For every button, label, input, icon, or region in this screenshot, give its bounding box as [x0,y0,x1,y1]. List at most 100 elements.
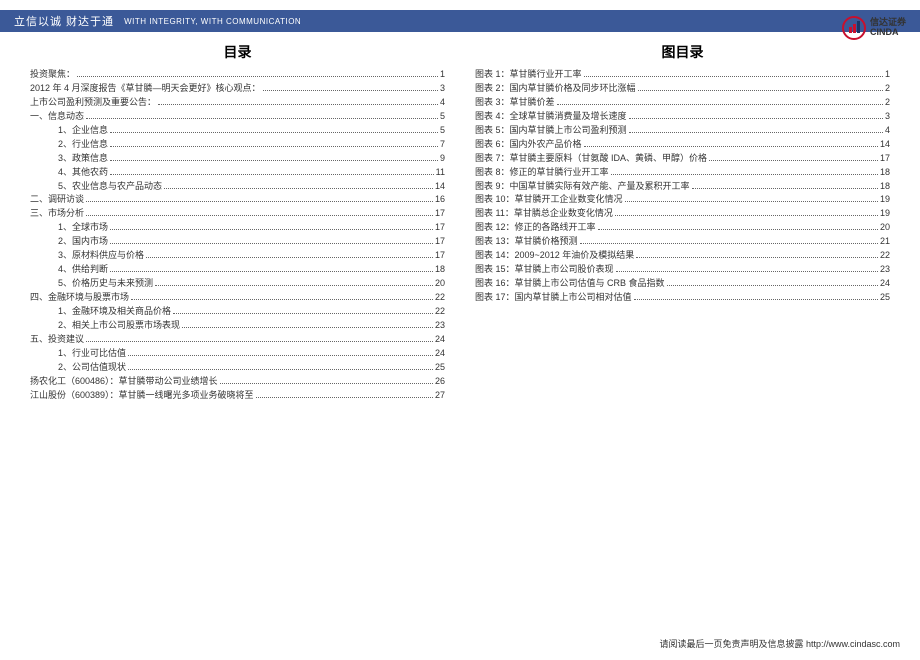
toc-row: 图表 2：国内草甘膦价格及同步环比涨幅2 [475,82,890,96]
toc-row: 1、企业信息 5 [30,124,445,138]
toc-row: 5、价格历史与未来预测20 [30,277,445,291]
toc-row: 2、国内市场 17 [30,235,445,249]
toc-text: 2、公司估值现状 [58,361,126,375]
toc-text: 图表 16：草甘膦上市公司估值与 CRB 食品指数 [475,277,665,291]
toc-page: 21 [880,235,890,249]
toc-page: 14 [880,138,890,152]
toc-dots [629,118,883,119]
toc-text: 上市公司盈利预测及重要公告： [30,96,156,110]
toc-row: 2012 年 4 月深度报告《草甘膦—明天会更好》核心观点：3 [30,82,445,96]
toc-page: 17 [435,235,445,249]
toc-dots [110,132,438,133]
toc-row: 五、投资建议24 [30,333,445,347]
toc-text: 图表 9：中国草甘膦实际有效产能、产量及累积开工率 [475,180,690,194]
logo: 信达证券 CINDA [842,16,906,40]
toc-text: 图表 7：草甘膦主要原料（甘氨酸 IDA、黄磷、甲醇）价格 [475,152,707,166]
toc-row: 图表 1：草甘膦行业开工率1 [475,68,890,82]
toc-row: 4、其他农药 11 [30,166,445,180]
toc-dots [86,118,438,119]
toc-row: 图表 10：草甘膦开工企业数变化情况 19 [475,193,890,207]
toc-text: 投资聚焦： [30,68,75,82]
toc-row: 2、公司估值现状25 [30,361,445,375]
toc-dots [86,201,433,202]
toc-row: 投资聚焦：1 [30,68,445,82]
toc-row: 3、政策信息9 [30,152,445,166]
toc-row: 四、金融环境与股票市场 22 [30,291,445,305]
toc-text: 二、调研访谈 [30,193,84,207]
toc-row: 图表 13：草甘膦价格预测21 [475,235,890,249]
toc-page: 23 [880,263,890,277]
toc-text: 2、国内市场 [58,235,108,249]
toc-text: 图表 3：草甘膦价差 [475,96,555,110]
toc-text: 4、其他农药 [58,166,108,180]
toc-page: 17 [880,152,890,166]
toc-dots [625,201,878,202]
toc-row: 图表 6：国内外农产品价格14 [475,138,890,152]
toc-page: 4 [885,124,890,138]
toc-dots [173,313,433,314]
toc-page: 24 [435,347,445,361]
toc-page: 19 [880,193,890,207]
toc-row: 5、农业信息与农产品动态14 [30,180,445,194]
toc-dots [77,76,438,77]
fig-column: 图目录 图表 1：草甘膦行业开工率1图表 2：国内草甘膦价格及同步环比涨幅2图表… [475,42,890,403]
toc-dots [692,188,878,189]
toc-text: 1、企业信息 [58,124,108,138]
toc-page: 25 [880,291,890,305]
toc-text: 图表 10：草甘膦开工企业数变化情况 [475,193,623,207]
toc-row: 图表 3：草甘膦价差2 [475,96,890,110]
toc-text: 扬农化工（600486）：草甘膦带动公司业绩增长 [30,375,218,389]
toc-text: 一、信息动态 [30,110,84,124]
toc-page: 22 [880,249,890,263]
toc-dots [128,355,433,356]
toc-page: 11 [436,166,445,180]
toc-dots [86,215,433,216]
toc-page: 16 [435,193,445,207]
toc-page: 20 [880,221,890,235]
toc-dots [667,285,878,286]
toc-dots [110,146,438,147]
toc-text: 图表 17：国内草甘膦上市公司相对估值 [475,291,632,305]
toc-body: 投资聚焦：12012 年 4 月深度报告《草甘膦—明天会更好》核心观点：3上市公… [30,68,445,403]
toc-column: 目录 投资聚焦：12012 年 4 月深度报告《草甘膦—明天会更好》核心观点：3… [30,42,445,403]
toc-row: 上市公司盈利预测及重要公告：4 [30,96,445,110]
toc-row: 2、相关上市公司股票市场表现23 [30,319,445,333]
logo-text: 信达证券 CINDA [870,18,906,38]
toc-dots [580,243,878,244]
toc-row: 一、信息动态5 [30,110,445,124]
toc-page: 18 [880,180,890,194]
toc-text: 图表 5：国内草甘膦上市公司盈利预测 [475,124,627,138]
toc-dots [263,90,438,91]
toc-row: 图表 14：2009~2012 年油价及模拟结果22 [475,249,890,263]
toc-page: 17 [435,221,445,235]
toc-row: 扬农化工（600486）：草甘膦带动公司业绩增长26 [30,375,445,389]
toc-dots [182,327,433,328]
toc-dots [220,383,433,384]
toc-text: 四、金融环境与股票市场 [30,291,129,305]
toc-row: 图表 16：草甘膦上市公司估值与 CRB 食品指数24 [475,277,890,291]
toc-text: 江山股份（600389）：草甘膦一线曙光多项业务破晓将至 [30,389,254,403]
toc-row: 2、行业信息7 [30,138,445,152]
toc-text: 图表 15：草甘膦上市公司股价表现 [475,263,614,277]
toc-text: 图表 1：草甘膦行业开工率 [475,68,582,82]
toc-dots [598,229,878,230]
toc-page: 18 [435,263,445,277]
toc-row: 4、供给判断18 [30,263,445,277]
fig-title: 图目录 [475,42,890,62]
toc-text: 1、金融环境及相关商品价格 [58,305,171,319]
toc-text: 2、相关上市公司股票市场表现 [58,319,180,333]
toc-page: 5 [440,124,445,138]
toc-dots [636,257,878,258]
toc-page: 22 [435,291,445,305]
toc-page: 3 [885,110,890,124]
toc-text: 5、价格历史与未来预测 [58,277,153,291]
toc-row: 图表 8：修正的草甘膦行业开工率18 [475,166,890,180]
toc-text: 3、政策信息 [58,152,108,166]
toc-dots [256,397,433,398]
toc-page: 3 [440,82,445,96]
toc-dots [611,174,878,175]
toc-text: 3、原材料供应与价格 [58,249,144,263]
toc-dots [629,132,883,133]
toc-dots [709,160,878,161]
toc-page: 7 [440,138,445,152]
